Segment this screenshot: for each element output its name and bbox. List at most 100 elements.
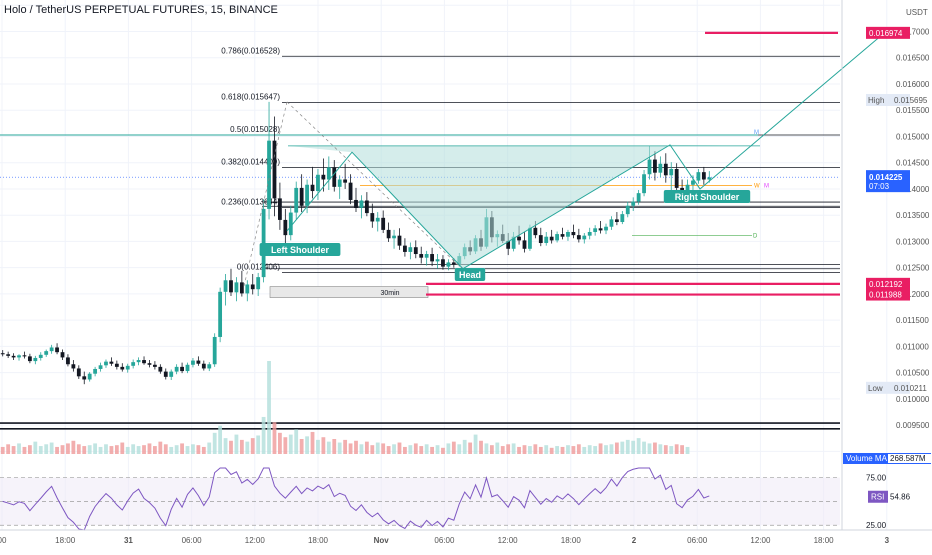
candle-body[interactable] (288, 212, 293, 236)
candle-body[interactable] (604, 226, 608, 231)
candle-body[interactable] (163, 371, 168, 377)
candle-body[interactable] (310, 184, 315, 192)
candle-body[interactable] (299, 187, 304, 206)
candle-body[interactable] (663, 163, 668, 176)
candle-body[interactable] (191, 360, 195, 365)
candle-body[interactable] (701, 172, 706, 180)
candle-body[interactable] (218, 291, 223, 337)
candle-body[interactable] (44, 351, 49, 355)
time-axis[interactable]: 00 18:00 31 06:00 12:00 18:00 Nov 06:00 12:00 18:… (0, 536, 890, 545)
candle-body[interactable] (11, 355, 16, 358)
candle-body[interactable] (136, 360, 141, 363)
candle-body[interactable] (544, 236, 549, 244)
candle-body[interactable] (593, 228, 598, 232)
candle-body[interactable] (38, 354, 43, 358)
candle-body[interactable] (321, 174, 326, 180)
candle-body[interactable] (250, 284, 255, 290)
candle-body[interactable] (278, 198, 282, 220)
price-candles[interactable] (0, 101, 712, 385)
candle-body[interactable] (207, 364, 212, 369)
candle-body[interactable] (620, 214, 625, 223)
candle-body[interactable] (114, 363, 119, 367)
candle-body[interactable] (158, 366, 163, 372)
candle-body[interactable] (430, 254, 434, 262)
candle-body[interactable] (359, 200, 364, 208)
candle-body[interactable] (696, 172, 701, 181)
candle-body[interactable] (234, 282, 239, 293)
zone-rectangle[interactable] (269, 286, 429, 298)
candle-body[interactable] (658, 163, 663, 173)
candle-body[interactable] (571, 231, 576, 236)
candle-body[interactable] (413, 247, 418, 255)
candle-body[interactable] (22, 355, 27, 357)
candle-body[interactable] (566, 231, 570, 237)
candle-body[interactable] (245, 284, 250, 294)
rsi-pane[interactable]: 75.00 25.00 (0, 467, 887, 531)
candle-body[interactable] (691, 180, 695, 185)
price-axis[interactable]: USDT0.0170000.0165000.0160000.0155000.01… (0, 0, 932, 531)
candle-body[interactable] (631, 201, 636, 206)
candle-body[interactable] (576, 235, 581, 240)
candle-body[interactable] (212, 336, 217, 365)
candle-body[interactable] (49, 347, 54, 352)
candle-body[interactable] (397, 235, 402, 246)
candle-body[interactable] (6, 354, 11, 356)
candle-body[interactable] (305, 184, 309, 206)
candle-body[interactable] (180, 366, 184, 372)
candle-body[interactable] (174, 366, 179, 372)
candle-body[interactable] (98, 365, 103, 369)
candle-body[interactable] (66, 357, 70, 365)
candle-body[interactable] (451, 262, 456, 265)
candle-body[interactable] (354, 199, 358, 208)
candle-body[interactable] (294, 187, 299, 213)
candle-body[interactable] (517, 236, 521, 241)
candle-body[interactable] (93, 368, 98, 374)
candle-body[interactable] (267, 140, 271, 209)
candle-body[interactable] (528, 227, 532, 249)
candle-body[interactable] (549, 236, 554, 241)
candle-body[interactable] (256, 277, 261, 290)
pattern-overlays[interactable]: Left Shoulder Head Right Shoulder (243, 31, 887, 287)
candle-body[interactable] (223, 280, 228, 292)
candle-body[interactable] (392, 235, 396, 239)
candle-body[interactable] (403, 245, 407, 252)
candle-body[interactable] (555, 234, 560, 241)
candle-body[interactable] (87, 373, 92, 380)
candle-body[interactable] (348, 182, 353, 200)
candle-body[interactable] (506, 240, 511, 249)
candle-body[interactable] (707, 177, 712, 180)
candle-body[interactable] (55, 347, 59, 353)
candle-body[interactable] (326, 167, 331, 180)
candle-body[interactable] (446, 262, 451, 267)
candle-body[interactable] (283, 219, 288, 236)
candle-body[interactable] (152, 364, 157, 367)
candle-body[interactable] (125, 365, 130, 370)
candle-body[interactable] (441, 259, 445, 267)
candle-body[interactable] (424, 254, 429, 258)
candle-body[interactable] (419, 254, 424, 258)
candle-body[interactable] (71, 364, 76, 369)
candle-body[interactable] (82, 376, 87, 380)
candle-body[interactable] (560, 234, 565, 237)
candle-body[interactable] (636, 193, 641, 202)
pattern-path[interactable] (286, 31, 887, 270)
candle-body[interactable] (674, 169, 679, 188)
candle-body[interactable] (109, 361, 114, 364)
candle-body[interactable] (120, 366, 125, 370)
candle-body[interactable] (229, 280, 233, 293)
candle-body[interactable] (609, 219, 614, 227)
candle-body[interactable] (142, 360, 146, 364)
candle-body[interactable] (435, 259, 440, 262)
candle-body[interactable] (316, 174, 320, 192)
candle-body[interactable] (33, 357, 38, 362)
candle-body[interactable] (147, 363, 152, 365)
candle-body[interactable] (375, 217, 380, 222)
candle-body[interactable] (614, 219, 619, 223)
candle-body[interactable] (169, 371, 174, 377)
candle-body[interactable] (332, 167, 337, 187)
candle-body[interactable] (587, 231, 592, 236)
candle-body[interactable] (364, 200, 369, 214)
candle-body[interactable] (386, 229, 391, 239)
candle-body[interactable] (625, 205, 630, 215)
